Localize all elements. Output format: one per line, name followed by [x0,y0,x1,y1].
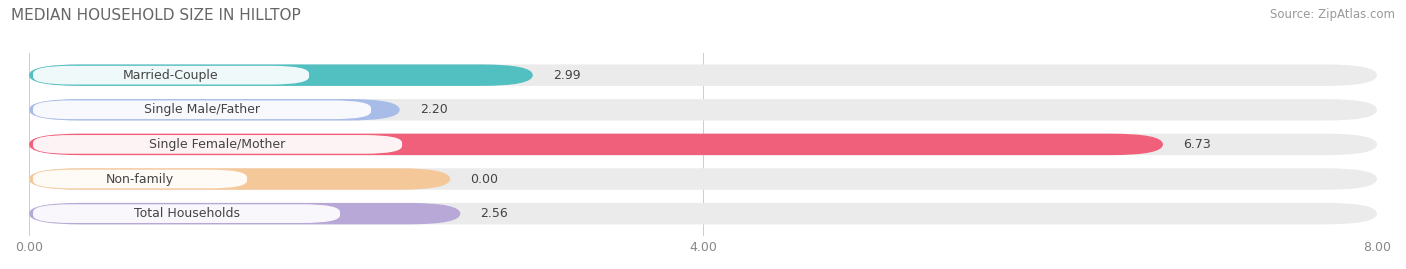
Text: 0.00: 0.00 [471,172,499,186]
Text: 2.99: 2.99 [553,69,581,82]
FancyBboxPatch shape [30,168,1376,190]
FancyBboxPatch shape [30,99,399,121]
Text: 2.20: 2.20 [420,103,447,116]
FancyBboxPatch shape [30,65,533,86]
Text: Single Male/Father: Single Male/Father [143,103,260,116]
FancyBboxPatch shape [30,134,1163,155]
FancyBboxPatch shape [30,99,1376,121]
Text: Married-Couple: Married-Couple [124,69,219,82]
Text: Source: ZipAtlas.com: Source: ZipAtlas.com [1270,8,1395,21]
Text: Total Households: Total Households [134,207,239,220]
FancyBboxPatch shape [30,65,1376,86]
Text: 2.56: 2.56 [481,207,509,220]
FancyBboxPatch shape [34,170,247,188]
FancyBboxPatch shape [34,135,402,154]
FancyBboxPatch shape [34,66,309,84]
FancyBboxPatch shape [30,134,1376,155]
Text: Non-family: Non-family [105,172,174,186]
FancyBboxPatch shape [34,100,371,119]
Text: MEDIAN HOUSEHOLD SIZE IN HILLTOP: MEDIAN HOUSEHOLD SIZE IN HILLTOP [11,8,301,23]
FancyBboxPatch shape [34,204,340,223]
Text: 6.73: 6.73 [1184,138,1211,151]
FancyBboxPatch shape [30,203,1376,224]
FancyBboxPatch shape [30,203,460,224]
Text: Single Female/Mother: Single Female/Mother [149,138,285,151]
FancyBboxPatch shape [30,168,450,190]
